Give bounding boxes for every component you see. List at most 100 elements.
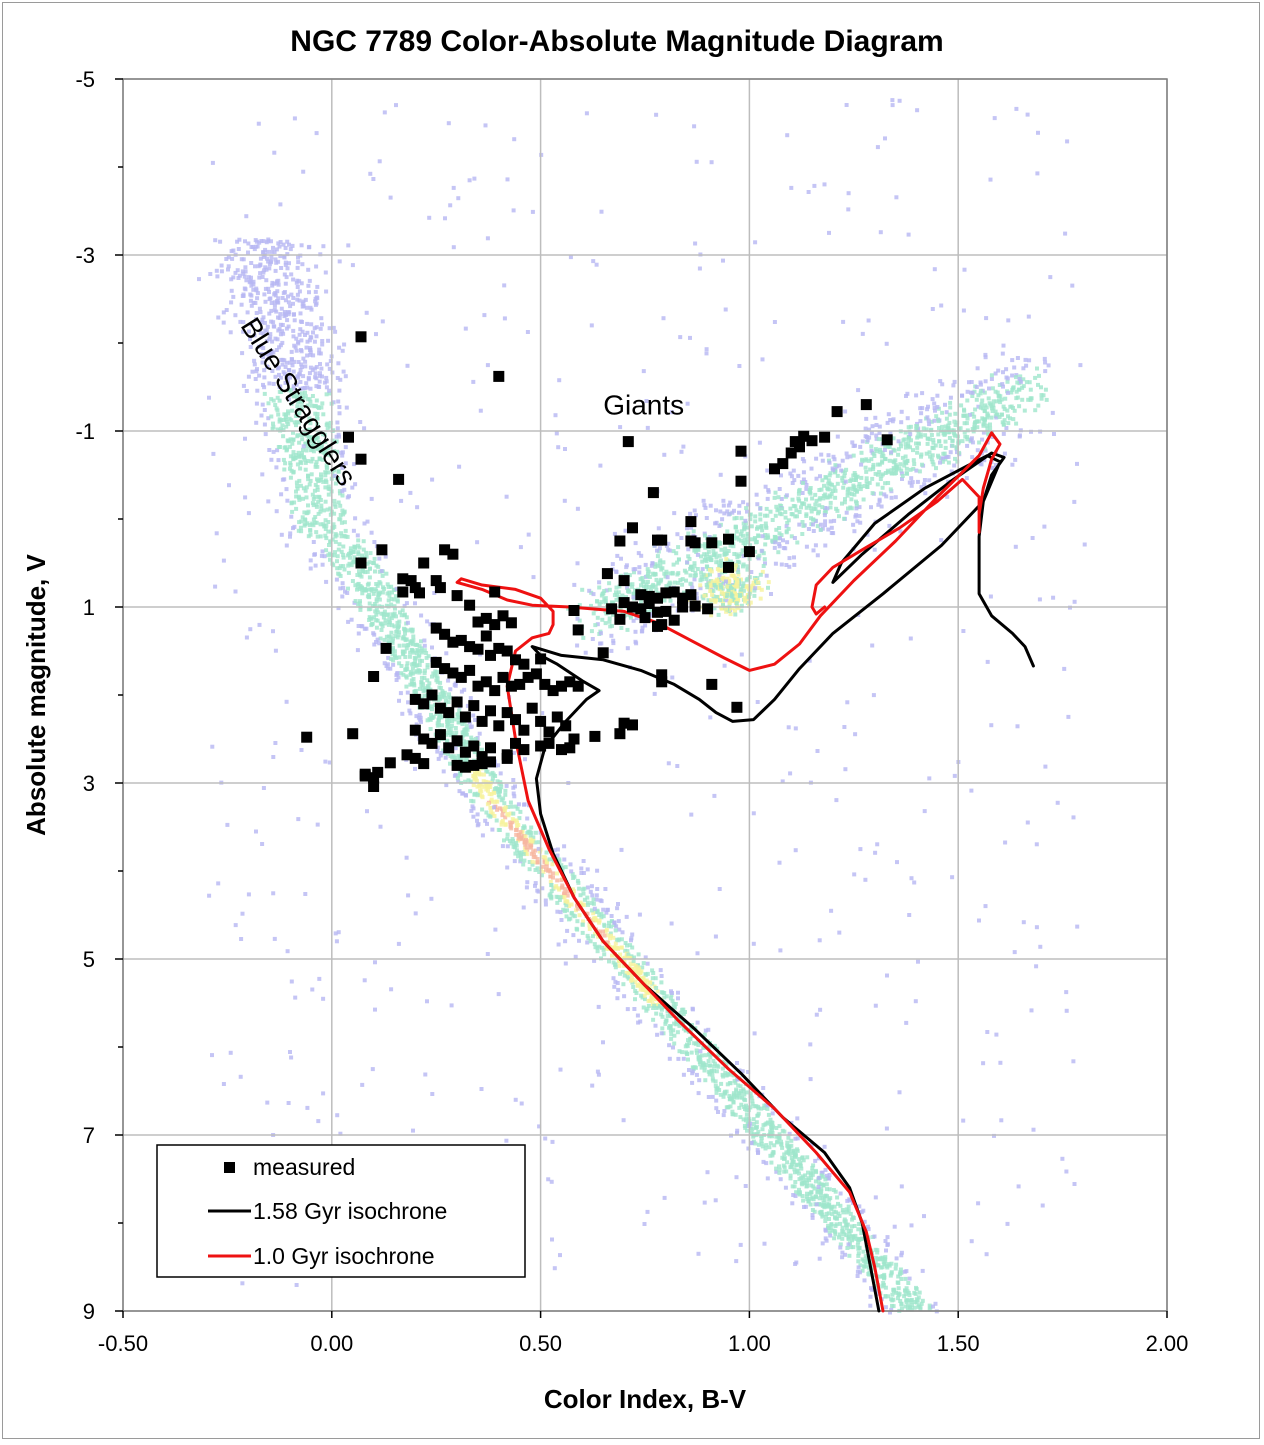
- density-cell: [725, 592, 730, 597]
- density-cell: [476, 822, 481, 827]
- density-cell: [287, 444, 292, 449]
- density-cell: [688, 581, 693, 586]
- density-cell: [320, 322, 324, 327]
- density-cell: [899, 444, 903, 449]
- density-cell: [950, 438, 955, 443]
- density-cell: [721, 498, 726, 503]
- density-cell: [448, 727, 453, 732]
- density-cell: [919, 454, 923, 459]
- density-cell: [705, 1170, 710, 1175]
- density-cell: [680, 1050, 685, 1055]
- density-cell: [769, 1125, 774, 1129]
- density-cell: [887, 523, 892, 528]
- density-cell: [873, 1247, 878, 1252]
- density-cell: [281, 418, 286, 422]
- density-cell: [884, 341, 889, 346]
- density-cell: [613, 962, 617, 967]
- density-cell: [924, 451, 929, 456]
- density-cell: [990, 466, 995, 471]
- density-cell: [1003, 396, 1008, 401]
- density-cell: [1017, 434, 1022, 439]
- density-cell: [653, 1023, 658, 1028]
- density-cell: [978, 405, 983, 410]
- density-cell: [419, 646, 424, 651]
- density-cell: [978, 391, 983, 396]
- density-cell: [246, 250, 250, 255]
- density-cell: [997, 393, 1001, 398]
- density-cell: [238, 1074, 243, 1079]
- density-cell: [318, 522, 323, 527]
- density-cell: [295, 483, 300, 488]
- density-cell: [779, 562, 784, 567]
- density-cell: [652, 1003, 657, 1008]
- density-cell: [310, 501, 315, 506]
- density-cell: [424, 655, 429, 660]
- density-cell: [962, 430, 967, 435]
- density-cell: [297, 279, 302, 284]
- density-cell: [610, 600, 615, 605]
- density-cell: [599, 911, 604, 916]
- density-cell: [764, 524, 768, 529]
- density-cell: [478, 782, 483, 787]
- density-cell: [743, 599, 747, 604]
- density-cell: [645, 991, 650, 996]
- density-cell: [353, 546, 358, 551]
- density-cell: [1033, 408, 1038, 413]
- density-cell: [297, 289, 302, 294]
- density-cell: [819, 1170, 824, 1175]
- density-cell: [582, 886, 587, 891]
- density-cell: [315, 422, 320, 426]
- density-cell: [847, 1231, 852, 1236]
- density-cell: [273, 403, 278, 407]
- density-cell: [728, 500, 733, 505]
- density-cell: [809, 1190, 814, 1195]
- density-cell: [511, 811, 516, 816]
- density-cell: [459, 689, 464, 694]
- density-cell: [719, 558, 723, 563]
- density-cell: [659, 1031, 664, 1036]
- density-cell: [262, 408, 267, 412]
- density-cell: [833, 463, 838, 468]
- density-cell: [386, 622, 391, 627]
- density-cell: [604, 588, 609, 593]
- density-cell: [907, 480, 912, 485]
- density-cell: [577, 913, 582, 918]
- density-cell: [748, 512, 753, 517]
- density-cell: [298, 483, 303, 488]
- density-cell: [340, 453, 345, 458]
- density-cell: [276, 328, 281, 333]
- density-cell: [374, 625, 379, 630]
- density-cell: [243, 287, 248, 292]
- density-cell: [733, 1080, 738, 1085]
- density-cell: [241, 383, 246, 388]
- density-cell: [917, 469, 922, 474]
- density-cell: [351, 550, 356, 555]
- density-cell: [746, 502, 751, 507]
- density-cell: [674, 551, 679, 556]
- density-cell: [916, 1304, 921, 1309]
- density-cell: [749, 524, 754, 529]
- density-cell: [633, 588, 637, 593]
- density-cell: [685, 560, 690, 565]
- density-cell: [838, 1203, 843, 1208]
- density-cell: [924, 427, 929, 432]
- density-cell: [405, 690, 410, 695]
- density-cell: [477, 770, 482, 775]
- density-cell: [703, 555, 708, 560]
- density-cell: [751, 811, 756, 816]
- density-cell: [789, 1162, 794, 1167]
- density-cell: [347, 551, 351, 556]
- density-cell: [695, 567, 700, 571]
- density-cell: [961, 413, 966, 418]
- density-cell: [650, 968, 655, 973]
- density-cell: [817, 509, 821, 514]
- density-cell: [229, 249, 234, 254]
- density-cell: [285, 949, 290, 954]
- density-cell: [508, 811, 513, 816]
- density-cell: [842, 1232, 846, 1237]
- density-cell: [456, 753, 461, 758]
- density-cell: [343, 589, 347, 594]
- density-cell: [670, 603, 675, 608]
- density-cell: [1036, 382, 1040, 387]
- density-cell: [823, 1167, 828, 1172]
